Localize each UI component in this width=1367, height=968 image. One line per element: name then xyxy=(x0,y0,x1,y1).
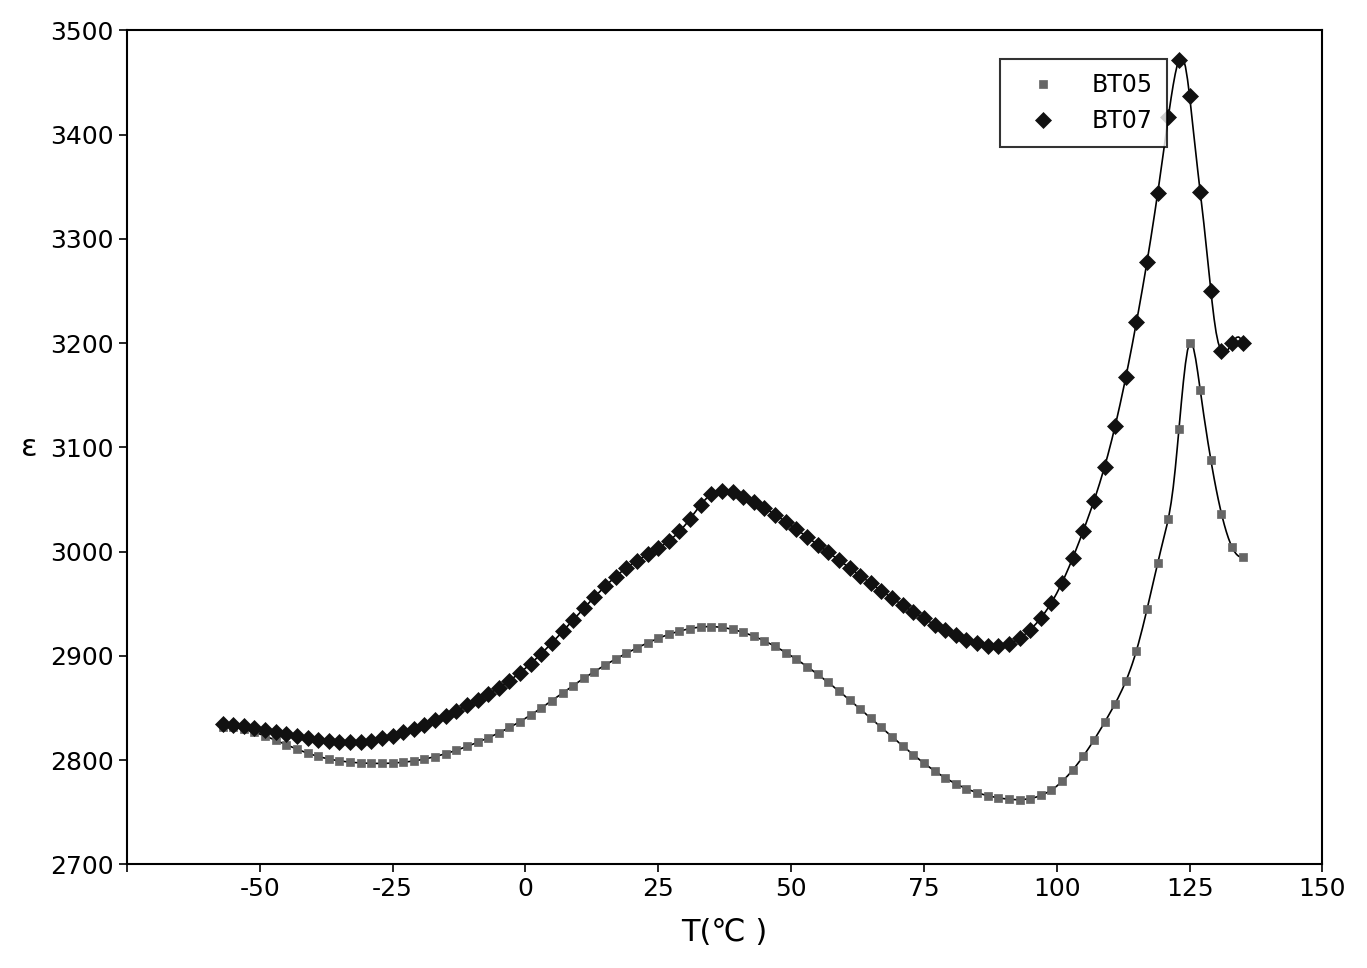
Line: BT07: BT07 xyxy=(217,54,1248,748)
BT05 xyxy=(288,743,305,755)
X-axis label: T(℃ ): T(℃ ) xyxy=(682,919,768,947)
Line: BT05: BT05 xyxy=(219,339,1247,803)
BT07 xyxy=(735,491,752,502)
BT05 xyxy=(1234,551,1251,562)
BT05 xyxy=(480,732,496,743)
BT05 xyxy=(1001,794,1017,805)
BT05 xyxy=(1181,337,1197,348)
BT07 xyxy=(246,722,262,734)
BT05 xyxy=(246,726,262,738)
BT07 xyxy=(809,539,826,551)
BT07 xyxy=(1170,54,1187,66)
Y-axis label: ε: ε xyxy=(21,433,37,462)
Legend: BT05, BT07: BT05, BT07 xyxy=(999,59,1167,147)
BT07 xyxy=(342,737,358,748)
BT07 xyxy=(1012,632,1028,644)
BT05 xyxy=(1012,794,1028,805)
BT05 xyxy=(215,721,231,733)
BT05 xyxy=(798,661,815,673)
BT07 xyxy=(215,717,231,729)
BT07 xyxy=(288,731,305,742)
BT05 xyxy=(725,623,741,635)
BT07 xyxy=(1234,337,1251,348)
BT07 xyxy=(491,681,507,693)
